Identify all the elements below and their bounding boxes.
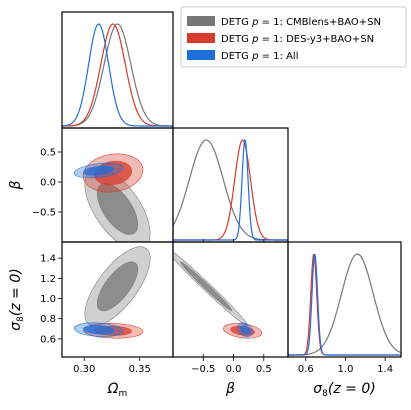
axis-label-s8: σ8(z = 0)	[313, 381, 375, 399]
contour-2-68	[240, 325, 250, 335]
marginal-curve-1	[173, 139, 288, 241]
y-tick-label: −0.5	[32, 208, 56, 219]
y-tick-label: 0.0	[40, 178, 56, 189]
marginal-curve-2	[288, 253, 401, 356]
x-tick-label: 1.4	[377, 364, 393, 375]
panel-frame	[172, 127, 289, 243]
legend: DETG p = 1: CMBlens+BAO+SN DETG p = 1: DE…	[180, 6, 407, 68]
legend-frame	[180, 6, 407, 68]
marginal-curve-2	[62, 23, 173, 127]
legend-swatch-2	[187, 50, 215, 60]
marginal-curve-0	[288, 253, 401, 356]
y-tick-label: 0.5	[40, 148, 56, 159]
legend-label-2: DETG p = 1: All	[221, 51, 298, 62]
marginal-s8	[288, 253, 401, 356]
marginal-curve-0	[62, 23, 173, 127]
marginal-curve-1	[288, 254, 401, 356]
legend-swatch-0	[187, 16, 215, 26]
legend-label-0: DETG p = 1: CMBlens+BAO+SN	[221, 17, 381, 28]
y-tick-label: 1.0	[40, 294, 56, 305]
contour-0-68	[96, 261, 139, 312]
y-tick-label: 1.2	[40, 274, 56, 285]
x-tick-label: 0.0	[226, 364, 242, 375]
contour-0-68	[96, 183, 139, 235]
legend-swatch-1	[187, 33, 215, 43]
x-tick-label: −0.5	[191, 364, 215, 375]
panel-frame	[287, 241, 402, 358]
panel-beta-s8	[173, 246, 263, 339]
legend-label-1: DETG p = 1: DES-y3+BAO+SN	[221, 34, 374, 45]
x-tick-label: 0.30	[73, 364, 95, 375]
contour-2-68	[83, 165, 115, 176]
x-tick-label: 0.35	[129, 364, 151, 375]
axes-labels: 0.30 0.35 −0.5 0.0 0.5 0.6 1.0 1.4 −0.5 0.0 0.5 0.6…	[8, 11, 402, 399]
marginal-beta	[173, 138, 288, 241]
contour-0-68	[180, 261, 233, 312]
y-tick-label: 0.8	[40, 314, 56, 325]
marginal-curve-2	[173, 138, 288, 241]
axis-label-beta: β	[225, 381, 235, 397]
marginal-om	[62, 23, 173, 127]
y-tick-label: 1.4	[40, 254, 56, 265]
panel-om-beta	[73, 153, 151, 242]
contour-2-68	[83, 325, 115, 335]
x-tick-label: 0.5	[256, 364, 272, 375]
y-tick-label: 0.6	[40, 334, 56, 345]
marginal-curve-0	[173, 139, 288, 241]
axis-label-om: Ωm	[107, 381, 127, 399]
x-tick-label: 1.0	[338, 364, 354, 375]
x-tick-label: 0.6	[298, 364, 314, 375]
panels	[62, 23, 401, 356]
panel-frame	[172, 241, 289, 358]
panel-om-s8	[73, 246, 151, 339]
axis-label-s8: σ8(z = 0)	[8, 268, 26, 330]
axis-label-beta: β	[8, 180, 24, 190]
